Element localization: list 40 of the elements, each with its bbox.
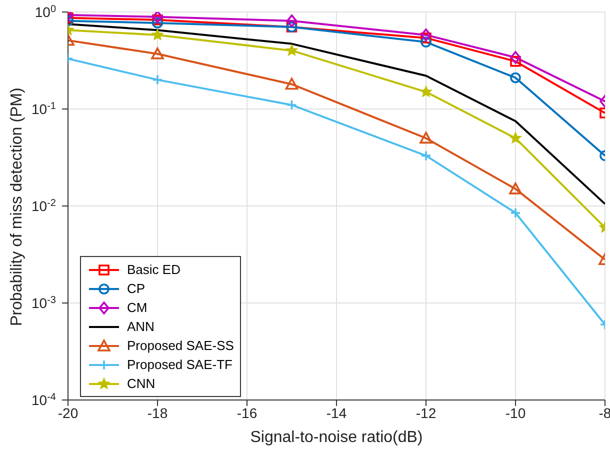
legend-label: Basic ED bbox=[127, 262, 180, 277]
y-tick-label: 10$^{-2}$ bbox=[32, 198, 56, 214]
point bbox=[510, 207, 521, 218]
point bbox=[420, 86, 432, 97]
point bbox=[152, 28, 164, 40]
point bbox=[510, 51, 521, 64]
x-tick-label: -10 bbox=[505, 404, 526, 421]
legend-label: Proposed SAE-TF bbox=[127, 357, 232, 372]
legend-label: Proposed SAE-SS bbox=[127, 338, 234, 353]
legend-label: CNN bbox=[127, 376, 156, 391]
legend-label: ANN bbox=[127, 319, 154, 334]
point bbox=[151, 47, 164, 60]
point bbox=[510, 132, 522, 144]
x-tick-label: -12 bbox=[416, 404, 436, 421]
y-tick-label: 10$^{-1}$ bbox=[32, 100, 56, 117]
y-axis-title: Probability of miss detection (PM) bbox=[8, 88, 26, 326]
point bbox=[420, 36, 432, 48]
point bbox=[286, 100, 298, 110]
point bbox=[420, 32, 432, 44]
y-tick-label: 10$^{-3}$ bbox=[32, 294, 56, 311]
point bbox=[286, 44, 298, 56]
y-tick-label: 10$^{0}$ bbox=[34, 4, 56, 20]
legend-label: CP bbox=[127, 281, 146, 296]
point bbox=[509, 182, 522, 194]
point bbox=[510, 72, 521, 84]
x-tick-label: -16 bbox=[236, 404, 258, 421]
x-tick-label: -14 bbox=[326, 404, 347, 421]
point bbox=[420, 132, 432, 144]
point bbox=[420, 150, 432, 162]
x-tick-label: -18 bbox=[147, 404, 168, 421]
x-tick-label: -20 bbox=[58, 404, 78, 421]
x-axis-title: Signal-to-noise ratio(dB) bbox=[250, 429, 423, 446]
point bbox=[285, 78, 298, 90]
y-tick-label: 10$^{-4}$ bbox=[32, 392, 56, 408]
point bbox=[510, 56, 521, 67]
point bbox=[420, 28, 432, 42]
point bbox=[152, 74, 163, 86]
point bbox=[286, 14, 298, 28]
legend-label: CM bbox=[127, 300, 148, 315]
point bbox=[152, 18, 163, 28]
